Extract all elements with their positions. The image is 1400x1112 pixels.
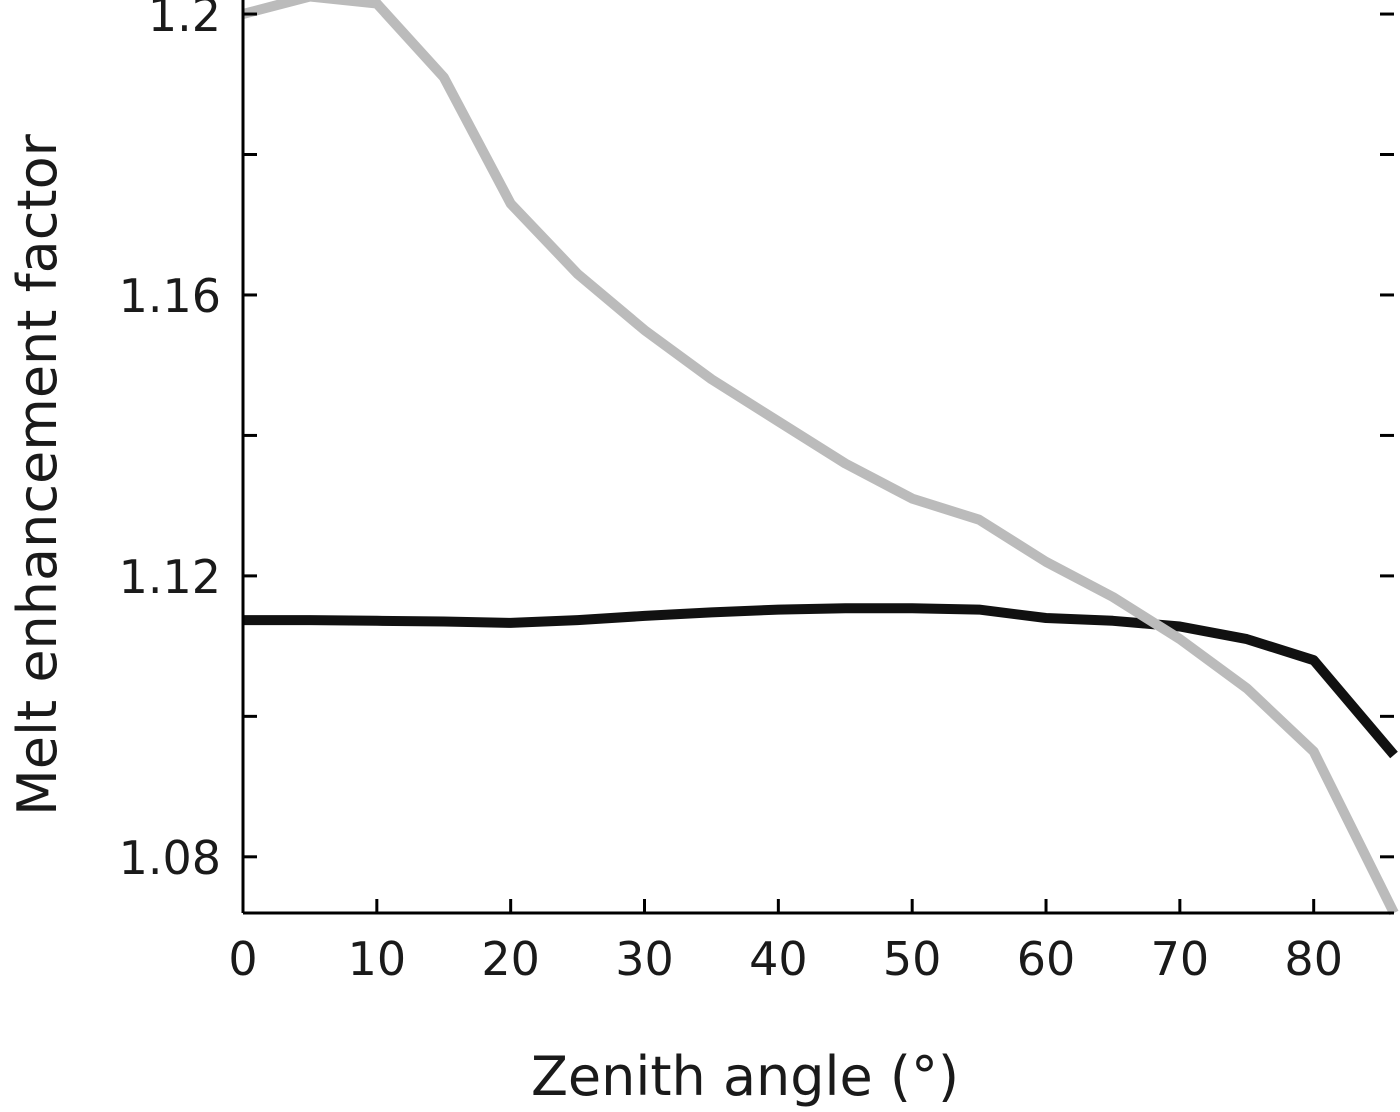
series-line-1 xyxy=(243,603,1398,759)
x-tick-label: 20 xyxy=(481,932,540,986)
tick-label-layer: 0 10 20 30 40 50 60 70 80 1.08 1.12 1.16 1.2 xyxy=(119,0,1343,986)
x-tick-label: 80 xyxy=(1284,932,1343,986)
y-tick-label: 1.08 xyxy=(119,831,221,885)
axes-layer xyxy=(241,0,1394,915)
x-tick-label: 0 xyxy=(228,932,257,986)
x-tick-label: 40 xyxy=(749,932,808,986)
y-tick-label: 1.16 xyxy=(119,269,221,323)
y-axis-title: Melt enhancement factor xyxy=(6,133,69,815)
x-tick-label: 60 xyxy=(1017,932,1076,986)
x-tick-label: 70 xyxy=(1151,932,1210,986)
y-tick-label: 1.12 xyxy=(119,550,221,604)
x-axis-title: Zenith angle (°) xyxy=(531,1045,959,1108)
series-layer xyxy=(241,0,1399,916)
x-tick-label: 10 xyxy=(348,932,407,986)
series-line-2 xyxy=(241,0,1399,916)
x-tick-label: 30 xyxy=(615,932,674,986)
y-tick-label: 1.2 xyxy=(148,0,221,42)
x-tick-label: 50 xyxy=(883,932,942,986)
